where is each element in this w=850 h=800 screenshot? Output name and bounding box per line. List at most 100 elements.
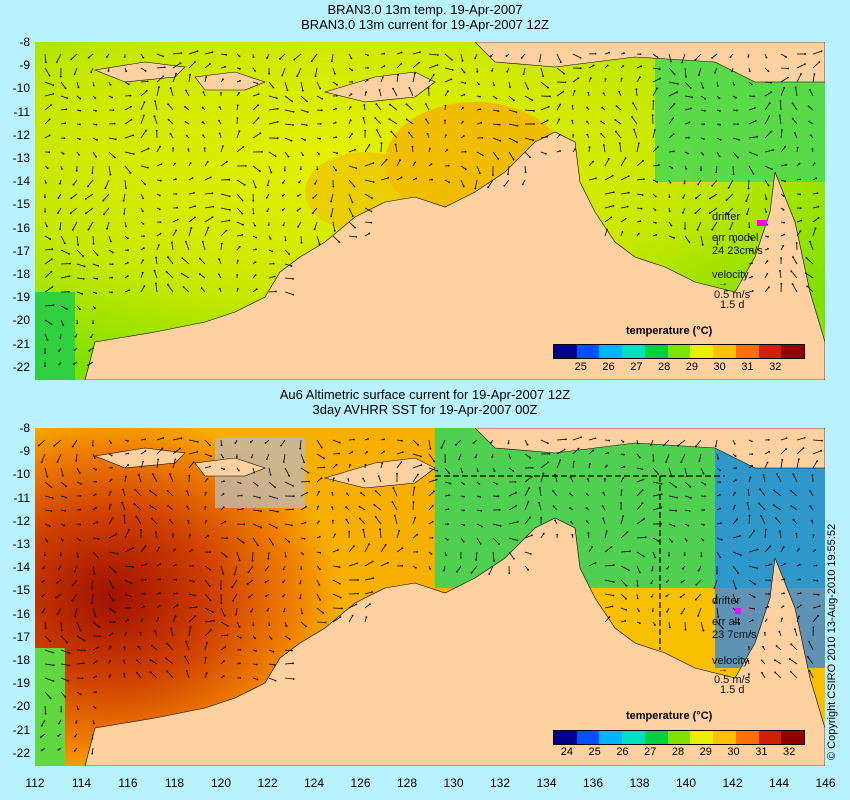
arrow-head <box>209 63 211 65</box>
arrow-head <box>272 543 275 546</box>
current-arrow <box>76 291 83 295</box>
arrow-head <box>772 149 775 151</box>
arrow-head <box>586 478 589 480</box>
current-arrow <box>268 291 277 293</box>
arrow-head <box>371 197 374 200</box>
arrow-head <box>701 243 704 246</box>
arrow-head <box>48 134 51 137</box>
current-arrow <box>299 439 302 449</box>
arrow-head <box>157 244 160 246</box>
arrow-head <box>821 439 823 442</box>
current-arrow <box>156 146 161 153</box>
current-arrow <box>684 95 693 98</box>
current-arrow <box>684 621 686 630</box>
arrow-head <box>763 631 766 634</box>
current-arrow <box>202 241 206 251</box>
arrow-head <box>640 65 642 68</box>
arrow-head <box>141 271 144 274</box>
arrow-head <box>794 86 797 89</box>
arrow-head <box>331 60 333 63</box>
current-arrow <box>807 656 814 665</box>
colorbar-swatch <box>735 731 759 744</box>
current-arrow <box>60 663 70 666</box>
arrow-head <box>607 451 610 454</box>
arrow-head <box>96 254 99 256</box>
current-arrow <box>812 450 822 455</box>
arrow-head <box>223 480 225 483</box>
arrow-head <box>697 74 700 76</box>
current-arrow <box>668 467 673 477</box>
arrow-head <box>556 533 559 536</box>
top-colorbar <box>553 344 805 359</box>
arrow-head <box>625 584 628 587</box>
arrow-head <box>113 122 116 125</box>
arrow-head <box>236 259 239 262</box>
current-arrow <box>316 81 321 89</box>
current-arrow <box>745 193 750 202</box>
current-arrow <box>294 53 302 60</box>
colorbar-swatch <box>667 731 691 744</box>
arrow-head <box>653 129 656 131</box>
arrow-head <box>622 477 625 479</box>
arrow-head <box>77 708 80 711</box>
current-arrow <box>44 705 46 714</box>
arrow-head <box>310 60 313 62</box>
current-arrow <box>60 319 64 326</box>
current-arrow <box>247 579 254 585</box>
current-arrow <box>92 235 94 244</box>
arrow-head <box>587 91 590 94</box>
arrow-head <box>237 469 240 472</box>
current-arrow <box>764 81 772 83</box>
current-arrow <box>204 192 213 195</box>
arrow-head <box>297 225 299 228</box>
current-arrow <box>668 495 678 498</box>
arrow-head <box>287 155 290 158</box>
arrow-head <box>345 506 347 508</box>
latitude-tick-label: -10 <box>12 467 30 482</box>
arrow-head <box>254 70 256 72</box>
arrow-head <box>585 507 588 509</box>
arrow-head <box>774 671 776 674</box>
current-arrow <box>748 120 756 125</box>
arrow-head <box>493 560 495 562</box>
arrow-head <box>809 134 812 137</box>
current-arrow <box>331 53 334 62</box>
arrow-head <box>638 232 640 235</box>
current-arrow <box>378 476 382 483</box>
current-arrow <box>184 656 190 665</box>
arrow-head <box>203 147 206 149</box>
arrow-head <box>624 157 627 160</box>
current-arrow <box>793 519 798 525</box>
arrow-head <box>147 147 150 150</box>
arrow-head <box>530 553 532 555</box>
arrow-head <box>812 626 815 629</box>
arrow-head <box>392 87 394 90</box>
arrow-head <box>192 580 195 583</box>
arrow-head <box>211 51 214 54</box>
arrow-head <box>64 122 67 124</box>
arrow-head <box>298 181 300 184</box>
current-arrow <box>374 504 382 511</box>
latitude-tick-label: -11 <box>13 104 30 119</box>
arrow-head <box>479 496 482 498</box>
current-arrow <box>552 490 558 497</box>
current-arrow <box>700 235 704 245</box>
arrow-head <box>474 187 477 190</box>
arrow-head <box>290 139 293 142</box>
arrow-head <box>276 510 279 513</box>
arrow-head <box>799 178 801 181</box>
arrow-head <box>254 224 256 227</box>
arrow-head <box>387 177 390 179</box>
arrow-head <box>748 646 750 648</box>
arrow-head <box>656 56 659 59</box>
arrow-head <box>654 624 656 626</box>
arrow-head <box>66 97 69 99</box>
arrow-head <box>476 470 479 472</box>
arrow-head <box>267 224 270 226</box>
current-arrow <box>604 593 614 596</box>
arrow-head <box>686 152 689 155</box>
arrow-head <box>797 458 800 461</box>
current-arrow <box>412 453 422 457</box>
current-arrow <box>636 551 644 557</box>
current-arrow <box>199 273 206 279</box>
